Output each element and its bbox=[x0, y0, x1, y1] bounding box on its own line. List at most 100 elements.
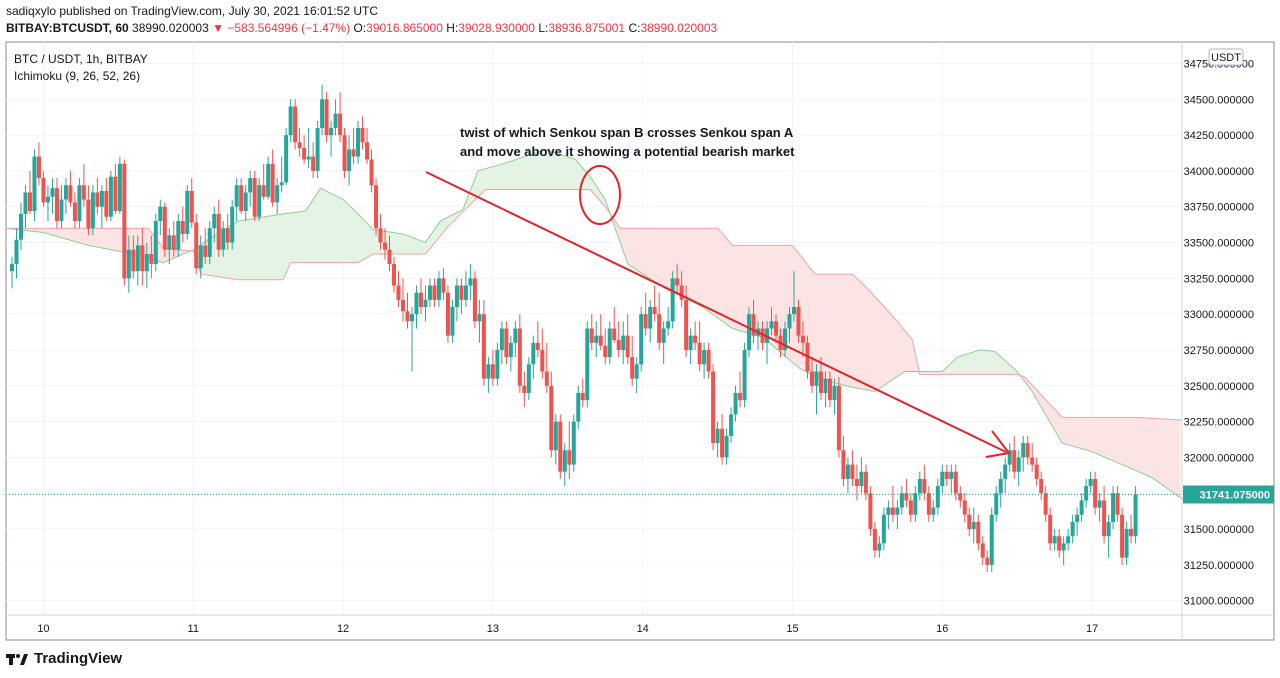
candle[interactable] bbox=[639, 307, 644, 372]
candle[interactable] bbox=[162, 202, 167, 257]
candle[interactable] bbox=[284, 127, 289, 186]
candle[interactable] bbox=[239, 178, 244, 214]
candle[interactable] bbox=[504, 321, 509, 365]
candle[interactable] bbox=[86, 185, 91, 236]
candle[interactable] bbox=[144, 242, 149, 289]
candle[interactable] bbox=[814, 364, 819, 415]
candle[interactable] bbox=[99, 185, 104, 229]
candle[interactable] bbox=[441, 268, 446, 300]
candle[interactable] bbox=[194, 213, 199, 275]
candle[interactable] bbox=[832, 378, 837, 415]
candle[interactable] bbox=[648, 299, 653, 343]
candle[interactable] bbox=[1111, 486, 1116, 530]
candle[interactable] bbox=[436, 271, 441, 308]
candle[interactable] bbox=[1133, 486, 1138, 544]
candle[interactable] bbox=[562, 443, 567, 487]
candle[interactable] bbox=[886, 500, 891, 530]
candle[interactable] bbox=[1030, 443, 1035, 472]
candle[interactable] bbox=[1084, 478, 1089, 508]
candle[interactable] bbox=[369, 149, 374, 193]
candle[interactable] bbox=[68, 170, 73, 207]
candle[interactable] bbox=[1088, 471, 1093, 494]
candle[interactable] bbox=[585, 321, 590, 408]
candle[interactable] bbox=[472, 271, 477, 329]
candle[interactable] bbox=[95, 178, 100, 214]
candle[interactable] bbox=[967, 507, 972, 537]
candle[interactable] bbox=[383, 228, 388, 260]
candle[interactable] bbox=[998, 471, 1003, 508]
candle[interactable] bbox=[126, 235, 131, 293]
candle[interactable] bbox=[257, 178, 262, 222]
candle[interactable] bbox=[23, 185, 28, 229]
candle[interactable] bbox=[859, 457, 864, 494]
candle[interactable] bbox=[558, 414, 563, 479]
candle[interactable] bbox=[450, 299, 455, 343]
candle[interactable] bbox=[747, 307, 752, 358]
candle[interactable] bbox=[104, 178, 109, 222]
candle[interactable] bbox=[216, 199, 221, 257]
candle[interactable] bbox=[818, 357, 823, 401]
candle[interactable] bbox=[544, 342, 549, 393]
candle[interactable] bbox=[454, 278, 459, 322]
candle[interactable] bbox=[670, 271, 675, 329]
candle[interactable] bbox=[230, 199, 235, 250]
candle[interactable] bbox=[953, 464, 958, 501]
candle[interactable] bbox=[621, 321, 626, 365]
candle[interactable] bbox=[890, 486, 895, 522]
candle[interactable] bbox=[630, 335, 635, 386]
candle[interactable] bbox=[697, 321, 702, 372]
candle[interactable] bbox=[135, 235, 140, 286]
candle[interactable] bbox=[908, 493, 913, 522]
candle[interactable] bbox=[729, 407, 734, 444]
candle[interactable] bbox=[423, 285, 428, 322]
currency-button[interactable]: USDT bbox=[1208, 48, 1244, 66]
candle[interactable] bbox=[203, 228, 208, 265]
candle[interactable] bbox=[1079, 493, 1084, 522]
candle[interactable] bbox=[320, 84, 325, 136]
candle[interactable] bbox=[1034, 457, 1039, 487]
candle[interactable] bbox=[167, 228, 172, 265]
candle[interactable] bbox=[540, 328, 545, 379]
footer-brand[interactable]: TradingView bbox=[6, 650, 122, 667]
candle[interactable] bbox=[54, 178, 59, 229]
candle[interactable] bbox=[490, 349, 495, 386]
candle[interactable] bbox=[113, 163, 118, 214]
candle[interactable] bbox=[445, 285, 450, 343]
candle[interactable] bbox=[989, 507, 994, 573]
candle[interactable] bbox=[976, 514, 981, 551]
candle[interactable] bbox=[738, 371, 743, 408]
candle[interactable] bbox=[77, 178, 82, 229]
candle[interactable] bbox=[81, 163, 86, 207]
candle[interactable] bbox=[935, 478, 940, 515]
candle[interactable] bbox=[589, 314, 594, 350]
candle[interactable] bbox=[549, 371, 554, 458]
candle[interactable] bbox=[783, 321, 788, 358]
candle[interactable] bbox=[634, 357, 639, 393]
candle[interactable] bbox=[36, 142, 41, 186]
candle[interactable] bbox=[486, 357, 491, 393]
candle[interactable] bbox=[796, 299, 801, 343]
candle[interactable] bbox=[374, 178, 379, 236]
candle[interactable] bbox=[1039, 471, 1044, 501]
candle[interactable] bbox=[176, 213, 181, 257]
candle[interactable] bbox=[140, 228, 145, 286]
candle[interactable] bbox=[904, 478, 909, 508]
candle[interactable] bbox=[657, 292, 662, 350]
candle[interactable] bbox=[261, 163, 266, 200]
candle[interactable] bbox=[877, 536, 882, 558]
candle[interactable] bbox=[1061, 536, 1066, 565]
candle[interactable] bbox=[171, 221, 176, 257]
candle[interactable] bbox=[1093, 471, 1098, 515]
candle[interactable] bbox=[72, 192, 77, 229]
candle[interactable] bbox=[733, 385, 738, 422]
candle[interactable] bbox=[913, 486, 918, 522]
candle[interactable] bbox=[774, 314, 779, 343]
candle[interactable] bbox=[958, 486, 963, 508]
candle[interactable] bbox=[513, 321, 518, 358]
candle[interactable] bbox=[32, 149, 37, 222]
candle[interactable] bbox=[652, 285, 657, 322]
candle[interactable] bbox=[980, 536, 985, 565]
candle[interactable] bbox=[1129, 514, 1134, 544]
candle[interactable] bbox=[59, 185, 64, 229]
